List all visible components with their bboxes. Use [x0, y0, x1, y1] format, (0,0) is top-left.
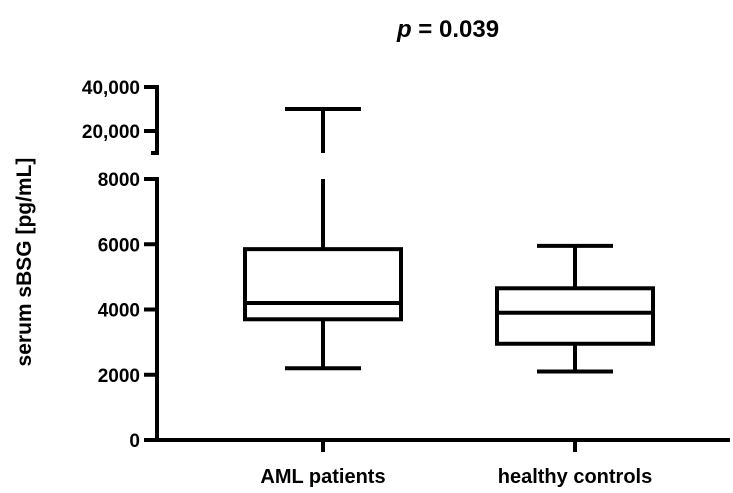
axes: 0 2000 4000 6000 8000 20,000 40,000 AML patient… — [82, 78, 730, 488]
y-tick-label: 8000 — [98, 170, 140, 191]
y-tick-label: 4000 — [98, 301, 140, 322]
title-p-value: = 0.039 — [412, 16, 499, 43]
y-tick-label: 2000 — [98, 366, 140, 387]
box-iqr — [243, 247, 403, 322]
box-group — [495, 243, 655, 374]
boxes — [243, 107, 655, 374]
y-tick-label: 0 — [129, 431, 140, 452]
y-tick-label: 20,000 — [82, 122, 140, 143]
y-axis-title: serum sBSG [pg/mL] — [13, 158, 36, 367]
y-tick-label: 40,000 — [82, 78, 140, 99]
x-category-label: AML patients — [260, 466, 385, 488]
chart-title: p = 0.039 — [396, 16, 499, 43]
box-iqr — [495, 286, 655, 346]
title-p-symbol: p — [396, 16, 412, 43]
y-tick-label: 6000 — [98, 235, 140, 256]
x-category-label: healthy controls — [498, 466, 652, 488]
box-group — [243, 107, 403, 371]
